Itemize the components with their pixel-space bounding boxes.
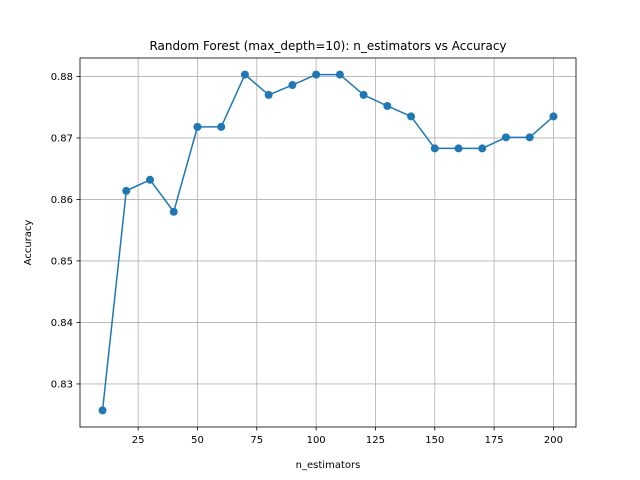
data-point: [288, 81, 297, 90]
data-point: [501, 133, 510, 142]
data-point: [359, 90, 368, 99]
y-tick-label: 0.83: [51, 379, 73, 390]
x-tick-label: 125: [366, 435, 385, 446]
x-tick-label: 75: [250, 435, 263, 446]
grid: [80, 58, 576, 427]
series: [98, 70, 558, 415]
data-point: [335, 70, 344, 79]
x-tick-label: 150: [425, 435, 444, 446]
data-point: [264, 90, 273, 99]
x-tick-label: 25: [132, 435, 145, 446]
y-axis-label: Accuracy: [23, 220, 34, 266]
data-point: [146, 175, 155, 184]
data-point: [98, 406, 107, 415]
chart-title: Random Forest (max_depth=10): n_estimato…: [149, 39, 506, 53]
plot-area-frame: [79, 57, 577, 428]
x-tick-label: 175: [485, 435, 504, 446]
data-point: [407, 112, 416, 121]
x-axis-label: n_estimators: [296, 460, 361, 471]
data-point: [312, 70, 321, 79]
data-point: [478, 144, 487, 153]
data-point: [525, 133, 534, 142]
data-point: [549, 112, 558, 121]
data-point: [454, 144, 463, 153]
y-tick-label: 0.85: [51, 256, 73, 267]
y-tick-label: 0.87: [51, 133, 73, 144]
x-tick-label: 200: [544, 435, 563, 446]
data-point: [193, 122, 202, 131]
data-point: [240, 70, 249, 79]
data-point: [169, 207, 178, 216]
y-tick-label: 0.84: [51, 318, 73, 329]
data-point: [217, 122, 226, 131]
x-tick-label: 50: [191, 435, 204, 446]
data-point: [122, 186, 131, 195]
x-tick-label: 100: [307, 435, 326, 446]
axis-ticks: 25 50 75 100 125 150 175 200 0.83 0.84 0.85 0.86 0.8…: [51, 72, 563, 446]
y-tick-label: 0.88: [51, 72, 73, 83]
data-point: [383, 101, 392, 110]
y-tick-label: 0.86: [51, 195, 73, 206]
data-point: [430, 144, 439, 153]
